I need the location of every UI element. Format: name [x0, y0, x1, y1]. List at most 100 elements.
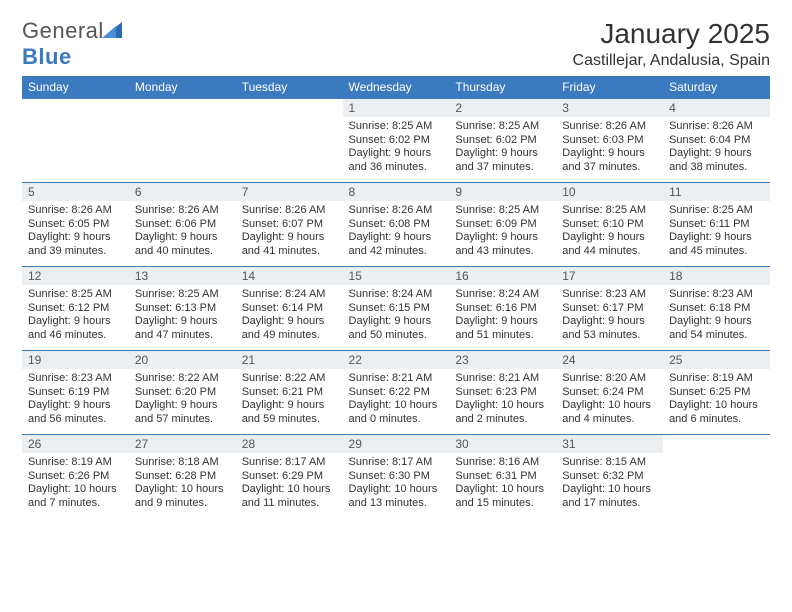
day-content: Sunrise: 8:18 AMSunset: 6:28 PMDaylight:…	[129, 453, 236, 518]
calendar-week: 5Sunrise: 8:26 AMSunset: 6:05 PMDaylight…	[22, 183, 770, 267]
daylight-line: Daylight: 9 hours and 37 minutes.	[562, 147, 657, 174]
day-content: Sunrise: 8:25 AMSunset: 6:13 PMDaylight:…	[129, 285, 236, 350]
calendar-cell	[22, 99, 129, 183]
sunset-line: Sunset: 6:12 PM	[28, 302, 123, 316]
sunset-line: Sunset: 6:26 PM	[28, 470, 123, 484]
day-content: Sunrise: 8:25 AMSunset: 6:02 PMDaylight:…	[449, 117, 556, 182]
day-number	[22, 99, 129, 117]
sunrise-line: Sunrise: 8:26 AM	[242, 204, 337, 218]
calendar-cell: 15Sunrise: 8:24 AMSunset: 6:15 PMDayligh…	[343, 267, 450, 351]
calendar-week: 1Sunrise: 8:25 AMSunset: 6:02 PMDaylight…	[22, 99, 770, 183]
day-content	[22, 117, 129, 175]
day-content: Sunrise: 8:22 AMSunset: 6:21 PMDaylight:…	[236, 369, 343, 434]
daylight-line: Daylight: 9 hours and 51 minutes.	[455, 315, 550, 342]
sunrise-line: Sunrise: 8:26 AM	[669, 120, 764, 134]
day-header: Monday	[129, 76, 236, 99]
calendar-cell: 13Sunrise: 8:25 AMSunset: 6:13 PMDayligh…	[129, 267, 236, 351]
day-number: 31	[556, 435, 663, 453]
day-number: 12	[22, 267, 129, 285]
daylight-line: Daylight: 10 hours and 7 minutes.	[28, 483, 123, 510]
calendar-cell: 28Sunrise: 8:17 AMSunset: 6:29 PMDayligh…	[236, 435, 343, 519]
sunset-line: Sunset: 6:17 PM	[562, 302, 657, 316]
sunset-line: Sunset: 6:11 PM	[669, 218, 764, 232]
daylight-line: Daylight: 9 hours and 44 minutes.	[562, 231, 657, 258]
calendar-cell: 27Sunrise: 8:18 AMSunset: 6:28 PMDayligh…	[129, 435, 236, 519]
calendar-cell	[663, 435, 770, 519]
day-content: Sunrise: 8:24 AMSunset: 6:14 PMDaylight:…	[236, 285, 343, 350]
calendar-week: 19Sunrise: 8:23 AMSunset: 6:19 PMDayligh…	[22, 351, 770, 435]
sunset-line: Sunset: 6:21 PM	[242, 386, 337, 400]
sunrise-line: Sunrise: 8:21 AM	[455, 372, 550, 386]
daylight-line: Daylight: 9 hours and 46 minutes.	[28, 315, 123, 342]
day-content: Sunrise: 8:19 AMSunset: 6:25 PMDaylight:…	[663, 369, 770, 434]
daylight-line: Daylight: 9 hours and 53 minutes.	[562, 315, 657, 342]
sunrise-line: Sunrise: 8:24 AM	[455, 288, 550, 302]
day-number: 25	[663, 351, 770, 369]
calendar-cell: 8Sunrise: 8:26 AMSunset: 6:08 PMDaylight…	[343, 183, 450, 267]
day-header: Thursday	[449, 76, 556, 99]
calendar-cell: 12Sunrise: 8:25 AMSunset: 6:12 PMDayligh…	[22, 267, 129, 351]
day-content: Sunrise: 8:22 AMSunset: 6:20 PMDaylight:…	[129, 369, 236, 434]
sunset-line: Sunset: 6:31 PM	[455, 470, 550, 484]
sunset-line: Sunset: 6:06 PM	[135, 218, 230, 232]
day-number: 21	[236, 351, 343, 369]
calendar-cell: 23Sunrise: 8:21 AMSunset: 6:23 PMDayligh…	[449, 351, 556, 435]
day-content: Sunrise: 8:25 AMSunset: 6:12 PMDaylight:…	[22, 285, 129, 350]
page-header: GeneralBlue January 2025 Castillejar, An…	[22, 18, 770, 70]
sunset-line: Sunset: 6:28 PM	[135, 470, 230, 484]
sunset-line: Sunset: 6:22 PM	[349, 386, 444, 400]
day-number: 19	[22, 351, 129, 369]
calendar-cell: 10Sunrise: 8:25 AMSunset: 6:10 PMDayligh…	[556, 183, 663, 267]
location-subtitle: Castillejar, Andalusia, Spain	[573, 52, 770, 70]
day-content: Sunrise: 8:26 AMSunset: 6:07 PMDaylight:…	[236, 201, 343, 266]
calendar-cell: 4Sunrise: 8:26 AMSunset: 6:04 PMDaylight…	[663, 99, 770, 183]
sunset-line: Sunset: 6:14 PM	[242, 302, 337, 316]
sunset-line: Sunset: 6:07 PM	[242, 218, 337, 232]
day-content: Sunrise: 8:26 AMSunset: 6:06 PMDaylight:…	[129, 201, 236, 266]
sunset-line: Sunset: 6:03 PM	[562, 134, 657, 148]
day-number: 28	[236, 435, 343, 453]
sunrise-line: Sunrise: 8:22 AM	[135, 372, 230, 386]
calendar-cell: 31Sunrise: 8:15 AMSunset: 6:32 PMDayligh…	[556, 435, 663, 519]
sunset-line: Sunset: 6:15 PM	[349, 302, 444, 316]
day-header: Wednesday	[343, 76, 450, 99]
day-content: Sunrise: 8:20 AMSunset: 6:24 PMDaylight:…	[556, 369, 663, 434]
calendar-cell: 14Sunrise: 8:24 AMSunset: 6:14 PMDayligh…	[236, 267, 343, 351]
calendar-cell: 20Sunrise: 8:22 AMSunset: 6:20 PMDayligh…	[129, 351, 236, 435]
day-header: Sunday	[22, 76, 129, 99]
calendar-cell: 7Sunrise: 8:26 AMSunset: 6:07 PMDaylight…	[236, 183, 343, 267]
day-content: Sunrise: 8:23 AMSunset: 6:17 PMDaylight:…	[556, 285, 663, 350]
sunrise-line: Sunrise: 8:17 AM	[242, 456, 337, 470]
day-content: Sunrise: 8:24 AMSunset: 6:16 PMDaylight:…	[449, 285, 556, 350]
day-number: 8	[343, 183, 450, 201]
daylight-line: Daylight: 9 hours and 40 minutes.	[135, 231, 230, 258]
day-number: 26	[22, 435, 129, 453]
day-content: Sunrise: 8:23 AMSunset: 6:18 PMDaylight:…	[663, 285, 770, 350]
brand-logo: GeneralBlue	[22, 18, 122, 70]
calendar-cell: 25Sunrise: 8:19 AMSunset: 6:25 PMDayligh…	[663, 351, 770, 435]
day-content: Sunrise: 8:24 AMSunset: 6:15 PMDaylight:…	[343, 285, 450, 350]
day-content: Sunrise: 8:19 AMSunset: 6:26 PMDaylight:…	[22, 453, 129, 518]
brand-name: GeneralBlue	[22, 18, 122, 70]
sunset-line: Sunset: 6:09 PM	[455, 218, 550, 232]
day-number: 30	[449, 435, 556, 453]
sunset-line: Sunset: 6:08 PM	[349, 218, 444, 232]
day-number: 22	[343, 351, 450, 369]
day-number: 20	[129, 351, 236, 369]
day-number: 9	[449, 183, 556, 201]
calendar-cell	[129, 99, 236, 183]
daylight-line: Daylight: 10 hours and 6 minutes.	[669, 399, 764, 426]
daylight-line: Daylight: 9 hours and 36 minutes.	[349, 147, 444, 174]
calendar-cell	[236, 99, 343, 183]
calendar-cell: 3Sunrise: 8:26 AMSunset: 6:03 PMDaylight…	[556, 99, 663, 183]
sunrise-line: Sunrise: 8:15 AM	[562, 456, 657, 470]
day-number: 15	[343, 267, 450, 285]
sunrise-line: Sunrise: 8:25 AM	[455, 120, 550, 134]
calendar-week: 26Sunrise: 8:19 AMSunset: 6:26 PMDayligh…	[22, 435, 770, 519]
sunset-line: Sunset: 6:32 PM	[562, 470, 657, 484]
daylight-line: Daylight: 10 hours and 9 minutes.	[135, 483, 230, 510]
day-number: 16	[449, 267, 556, 285]
sunset-line: Sunset: 6:16 PM	[455, 302, 550, 316]
sunrise-line: Sunrise: 8:22 AM	[242, 372, 337, 386]
daylight-line: Daylight: 9 hours and 37 minutes.	[455, 147, 550, 174]
